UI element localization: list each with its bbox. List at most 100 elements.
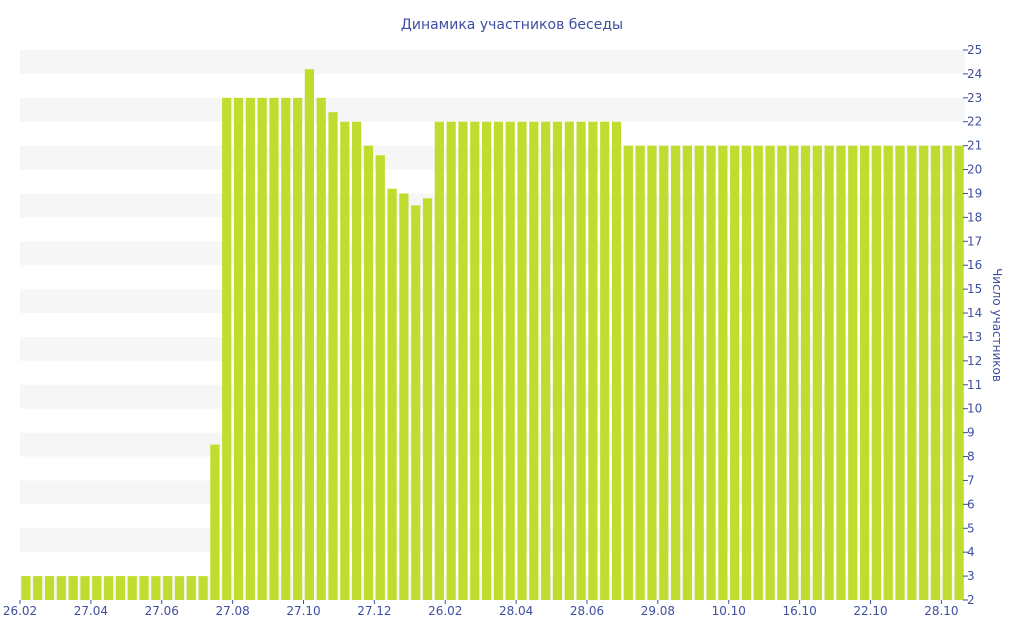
bar[interactable] bbox=[883, 145, 893, 600]
bar[interactable] bbox=[493, 121, 504, 601]
bar[interactable] bbox=[115, 576, 126, 600]
x-tick-label: 16.10 bbox=[782, 604, 816, 618]
bar[interactable] bbox=[198, 576, 208, 600]
bar[interactable] bbox=[576, 121, 586, 601]
y-tick-label: 20 bbox=[967, 163, 982, 177]
bar[interactable] bbox=[281, 97, 291, 600]
bar[interactable] bbox=[21, 576, 31, 600]
bar[interactable] bbox=[422, 198, 433, 600]
bar[interactable] bbox=[730, 145, 740, 600]
bar[interactable] bbox=[505, 121, 515, 601]
bar[interactable] bbox=[56, 576, 66, 600]
bar[interactable] bbox=[233, 97, 244, 600]
bar[interactable] bbox=[68, 576, 78, 600]
y-tick-label: 12 bbox=[967, 354, 982, 368]
bar[interactable] bbox=[411, 205, 421, 600]
bar[interactable] bbox=[352, 121, 362, 601]
bar[interactable] bbox=[517, 121, 527, 601]
bar[interactable] bbox=[363, 145, 374, 600]
bar[interactable] bbox=[541, 121, 551, 601]
bar[interactable] bbox=[151, 576, 161, 600]
bar[interactable] bbox=[481, 121, 492, 601]
bar[interactable] bbox=[588, 121, 598, 601]
bar[interactable] bbox=[245, 97, 255, 600]
y-tick-label: 13 bbox=[967, 330, 982, 344]
bar[interactable] bbox=[954, 145, 964, 600]
bar[interactable] bbox=[127, 576, 137, 600]
bar[interactable] bbox=[836, 145, 846, 600]
x-tick-label: 28.04 bbox=[499, 604, 533, 618]
bar[interactable] bbox=[222, 97, 232, 600]
x-tick-label: 27.06 bbox=[145, 604, 179, 618]
y-tick-label: 5 bbox=[967, 521, 975, 535]
bar[interactable] bbox=[387, 188, 397, 600]
bar[interactable] bbox=[446, 121, 456, 601]
bar[interactable] bbox=[458, 121, 468, 601]
bar[interactable] bbox=[552, 121, 563, 601]
bar[interactable] bbox=[269, 97, 279, 600]
bar[interactable] bbox=[942, 145, 952, 600]
bar[interactable] bbox=[44, 576, 55, 600]
bar[interactable] bbox=[33, 576, 43, 600]
bar[interactable] bbox=[316, 97, 326, 600]
bar[interactable] bbox=[800, 145, 811, 600]
bar[interactable] bbox=[611, 121, 622, 601]
bar[interactable] bbox=[718, 145, 728, 600]
bar[interactable] bbox=[186, 576, 196, 600]
grid-band bbox=[20, 193, 965, 218]
bar[interactable] bbox=[907, 145, 917, 600]
bar[interactable] bbox=[789, 145, 799, 600]
y-tick-label: 17 bbox=[967, 234, 982, 248]
bar[interactable] bbox=[812, 145, 822, 600]
y-tick-label: 4 bbox=[967, 545, 975, 559]
bar[interactable] bbox=[139, 576, 149, 600]
bar[interactable] bbox=[375, 155, 385, 600]
bar[interactable] bbox=[163, 576, 173, 600]
bar[interactable] bbox=[564, 121, 574, 601]
bar[interactable] bbox=[623, 145, 633, 600]
bar[interactable] bbox=[635, 145, 645, 600]
bar[interactable] bbox=[434, 121, 444, 601]
y-tick-label: 22 bbox=[967, 115, 982, 129]
grid-bands bbox=[20, 50, 965, 600]
bar[interactable] bbox=[92, 576, 102, 600]
bar[interactable] bbox=[694, 145, 704, 600]
bar[interactable] bbox=[659, 145, 669, 600]
bar[interactable] bbox=[895, 145, 905, 600]
bar[interactable] bbox=[328, 112, 338, 601]
bar[interactable] bbox=[257, 97, 267, 600]
bar[interactable] bbox=[824, 145, 834, 600]
bar[interactable] bbox=[529, 121, 539, 601]
bar[interactable] bbox=[682, 145, 693, 600]
bar[interactable] bbox=[304, 69, 315, 600]
bar[interactable] bbox=[848, 145, 858, 600]
bar[interactable] bbox=[777, 145, 787, 600]
bar[interactable] bbox=[741, 145, 752, 600]
bar[interactable] bbox=[859, 145, 870, 600]
y-tick-label: 3 bbox=[967, 569, 975, 583]
bar[interactable] bbox=[80, 576, 90, 600]
bar[interactable] bbox=[600, 121, 610, 601]
bar[interactable] bbox=[765, 145, 775, 600]
bar[interactable] bbox=[670, 145, 681, 600]
bar[interactable] bbox=[706, 145, 716, 600]
bar[interactable] bbox=[174, 576, 185, 600]
bar[interactable] bbox=[919, 145, 929, 600]
bar[interactable] bbox=[871, 145, 882, 600]
bar[interactable] bbox=[292, 97, 303, 600]
bar[interactable] bbox=[930, 145, 941, 600]
bar[interactable] bbox=[103, 576, 114, 600]
y-tick-label: 25 bbox=[967, 43, 982, 57]
x-tick-label: 27.04 bbox=[74, 604, 108, 618]
y-tick-label: 10 bbox=[967, 402, 982, 416]
bar[interactable] bbox=[210, 444, 220, 600]
y-tick-label: 11 bbox=[967, 378, 982, 392]
bar[interactable] bbox=[340, 121, 350, 601]
bar[interactable] bbox=[470, 121, 480, 601]
bar[interactable] bbox=[647, 145, 657, 600]
bar[interactable] bbox=[399, 193, 409, 601]
x-tick-label: 26.02 bbox=[428, 604, 462, 618]
x-tick-label: 27.08 bbox=[215, 604, 249, 618]
bar[interactable] bbox=[753, 145, 763, 600]
y-tick-label: 18 bbox=[967, 210, 982, 224]
